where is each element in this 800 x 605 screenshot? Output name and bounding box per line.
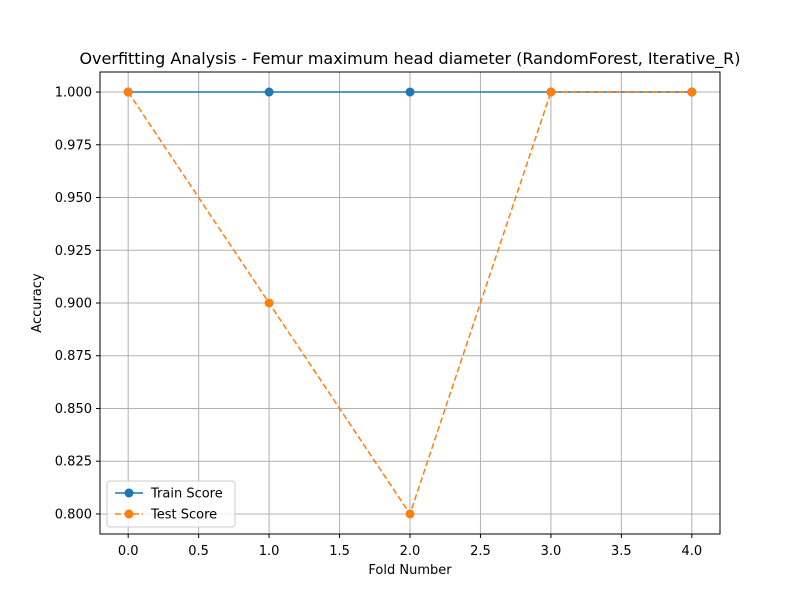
test-score-legend-label: Test Score: [150, 508, 217, 523]
axis-ticks: 0.0 0.5 1.0 1.5 2.0 2.5 3.0 3.5 4.0 0.800 0.825 0.8…: [55, 86, 702, 559]
y-tick-label: 0.825: [55, 455, 92, 470]
x-tick-label: 1.5: [329, 544, 350, 559]
x-tick-label: 1.0: [259, 544, 280, 559]
x-tick-label: 2.0: [400, 544, 421, 559]
x-axis-label: Fold Number: [368, 563, 452, 578]
series-layer: [123, 87, 697, 519]
y-tick-label: 0.925: [55, 244, 92, 259]
train-score-point: [264, 87, 274, 97]
test-score-point: [264, 298, 274, 308]
x-tick-label: 4.0: [681, 544, 702, 559]
y-tick-label: 1.000: [55, 86, 92, 101]
test-score-point: [546, 87, 556, 97]
x-tick-label: 0.5: [188, 544, 209, 559]
y-tick-label: 0.900: [55, 297, 92, 312]
legend: Train Score Test Score: [106, 480, 236, 528]
y-tick-label: 0.875: [55, 349, 92, 364]
y-tick-label: 0.975: [55, 138, 92, 153]
train-score-legend-label: Train Score: [150, 487, 223, 502]
x-tick-label: 3.5: [611, 544, 632, 559]
x-tick-label: 0.0: [118, 544, 139, 559]
y-tick-label: 0.950: [55, 191, 92, 206]
y-tick-label: 0.850: [55, 402, 92, 417]
test-score-point: [123, 87, 133, 97]
y-axis-label: Accuracy: [30, 273, 45, 333]
x-tick-label: 2.5: [470, 544, 491, 559]
train-score-point: [405, 87, 415, 97]
x-tick-label: 3.0: [541, 544, 562, 559]
test-score-point: [687, 87, 697, 97]
chart-title: Overfitting Analysis - Femur maximum hea…: [79, 49, 740, 69]
train-score-legend-marker: [124, 488, 134, 498]
test-score-point: [405, 509, 415, 519]
y-tick-label: 0.800: [55, 507, 92, 522]
test-score-legend-marker: [124, 509, 134, 519]
